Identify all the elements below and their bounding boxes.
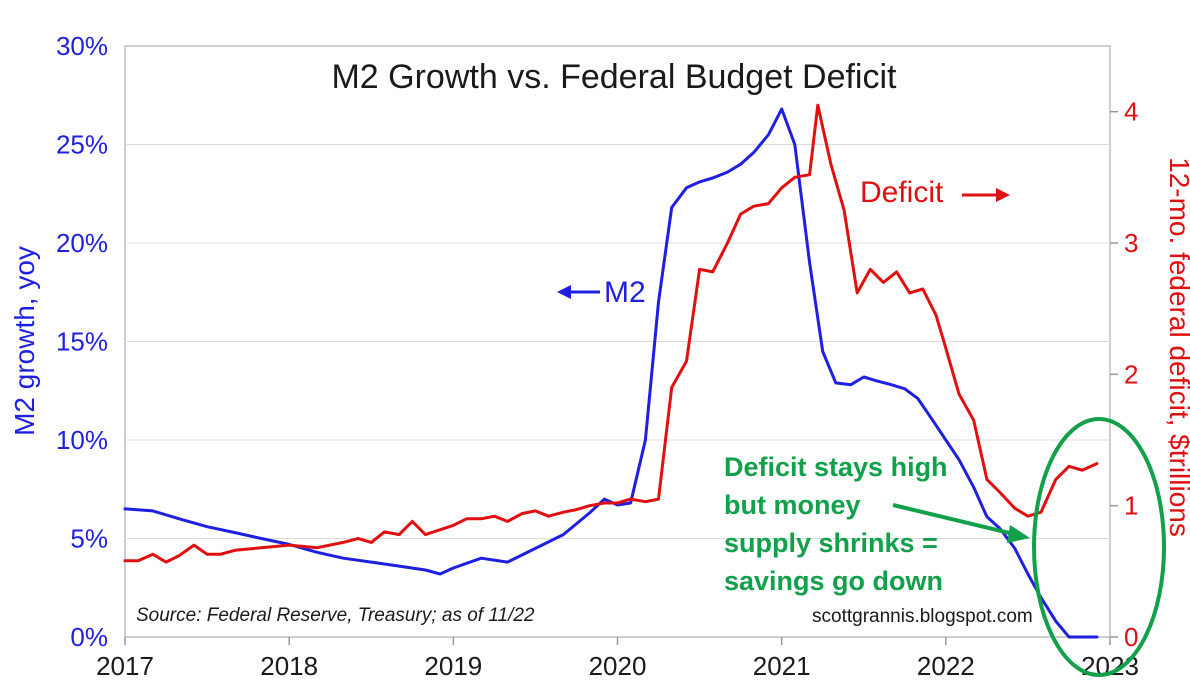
note-line: supply shrinks = — [724, 528, 938, 558]
svg-text:Deficit: Deficit — [860, 176, 944, 209]
left-tick-label: 20% — [56, 228, 108, 258]
left-tick-label: 5% — [70, 524, 108, 554]
right-tick-label: 0 — [1124, 622, 1138, 652]
right-tick-label: 3 — [1124, 228, 1138, 258]
left-axis-label: M2 growth, yoy — [9, 246, 40, 436]
x-tick-label: 2018 — [260, 651, 318, 681]
left-tick-label: 0% — [70, 622, 108, 652]
right-tick-label: 1 — [1124, 491, 1138, 521]
x-axis-ticks: 2017 2018 2019 2020 2021 2022 2023 — [96, 637, 1139, 681]
x-tick-label: 2021 — [753, 651, 811, 681]
right-tick-label: 2 — [1124, 359, 1138, 389]
right-tick-label: 4 — [1124, 97, 1138, 127]
source-note: Source: Federal Reserve, Treasury; as of… — [136, 605, 535, 626]
x-tick-label: 2022 — [917, 651, 975, 681]
x-tick-label: 2023 — [1081, 651, 1139, 681]
highlight-ellipse — [1032, 417, 1166, 677]
note-line: but money — [724, 490, 861, 520]
x-tick-label: 2020 — [589, 651, 647, 681]
series-line-deficit — [123, 103, 1099, 564]
right-axis-label: 12-mo. federal deficit, $trillions — [1164, 157, 1190, 537]
left-axis-ticks: 0% 5% 10% 15% 20% 25% 30% — [56, 31, 108, 652]
left-tick-label: 15% — [56, 327, 108, 357]
svg-text:M2: M2 — [604, 276, 646, 309]
m2-series-label: M2 — [557, 276, 646, 309]
left-tick-label: 30% — [56, 31, 108, 61]
series-group — [123, 103, 1099, 639]
x-tick-label: 2017 — [96, 651, 154, 681]
chart-title: M2 Growth vs. Federal Budget Deficit — [331, 58, 897, 96]
annotation-note: Deficit stays high but money supply shri… — [724, 417, 1166, 677]
right-axis-ticks: 0 1 2 3 4 — [1110, 97, 1138, 652]
note-line: savings go down — [724, 566, 943, 596]
series-line-m2 — [123, 107, 1099, 639]
grid — [125, 144, 1110, 539]
annotation-arrowhead — [1007, 525, 1030, 543]
note-line: Deficit stays high — [724, 452, 948, 482]
left-tick-label: 10% — [56, 425, 108, 455]
annotation-arrow — [892, 503, 1019, 537]
left-tick-label: 25% — [56, 130, 108, 160]
deficit-series-label: Deficit — [860, 176, 1010, 209]
x-tick-label: 2019 — [424, 651, 482, 681]
website-credit: scottgrannis.blogspot.com — [812, 606, 1033, 627]
